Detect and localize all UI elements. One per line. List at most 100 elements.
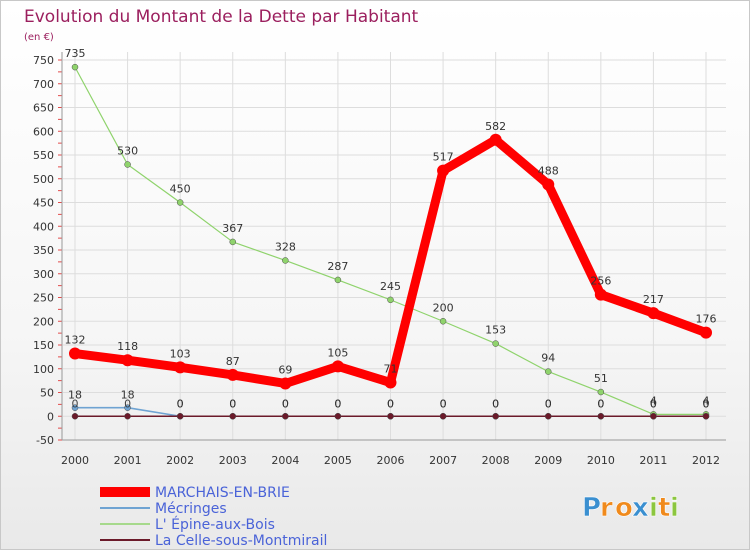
data-label: 132 xyxy=(65,334,86,347)
logo-letter: i xyxy=(670,493,679,523)
y-tick-label: 150 xyxy=(33,339,54,352)
data-point xyxy=(122,354,134,366)
data-point xyxy=(545,413,551,419)
data-label: 87 xyxy=(226,355,240,368)
x-tick-label: 2005 xyxy=(324,454,352,467)
data-point xyxy=(437,165,449,177)
axes: -500501001502002503003504004505005506006… xyxy=(33,52,726,467)
data-point xyxy=(493,413,499,419)
unit-label: (en €) xyxy=(24,32,54,43)
data-label: 0 xyxy=(650,397,657,410)
data-point xyxy=(332,360,344,372)
data-label: 0 xyxy=(440,397,447,410)
data-point xyxy=(545,369,551,375)
data-label: 0 xyxy=(282,397,289,410)
data-point xyxy=(598,413,604,419)
y-tick-label: 0 xyxy=(47,410,54,423)
data-label: 103 xyxy=(170,347,191,360)
data-label: 488 xyxy=(538,164,559,177)
data-label: 0 xyxy=(545,397,552,410)
x-tick-label: 2012 xyxy=(692,454,720,467)
data-label: 517 xyxy=(433,151,454,164)
data-label: 530 xyxy=(117,145,138,158)
y-tick-label: 450 xyxy=(33,197,54,210)
legend-label: L' Épine-aux-Bois xyxy=(155,516,275,533)
data-label: 287 xyxy=(327,260,348,273)
data-label: 0 xyxy=(177,397,184,410)
y-tick-label: 100 xyxy=(33,363,54,376)
x-tick-label: 2000 xyxy=(61,454,89,467)
data-label: 200 xyxy=(433,301,454,314)
data-point xyxy=(125,413,131,419)
x-tick-label: 2003 xyxy=(219,454,247,467)
data-point xyxy=(177,413,183,419)
data-label: 0 xyxy=(387,397,394,410)
data-label: 0 xyxy=(597,397,604,410)
data-label: 0 xyxy=(124,397,131,410)
data-point xyxy=(72,64,78,70)
data-label: 0 xyxy=(229,397,236,410)
legend-label: La Celle-sous-Montmirail xyxy=(155,533,327,549)
data-label: 256 xyxy=(590,275,611,288)
y-tick-label: 500 xyxy=(33,173,54,186)
data-label: 94 xyxy=(541,352,555,365)
data-label: 328 xyxy=(275,240,296,253)
chart-svg: Evolution du Montant de la Dette par Hab… xyxy=(0,0,750,550)
data-label: 245 xyxy=(380,280,401,293)
y-tick-label: 400 xyxy=(33,220,54,233)
y-tick-label: 200 xyxy=(33,315,54,328)
x-tick-label: 2011 xyxy=(639,454,667,467)
data-label: 0 xyxy=(492,397,499,410)
data-point xyxy=(703,413,709,419)
y-tick-label: 750 xyxy=(33,54,54,67)
x-tick-label: 2006 xyxy=(377,454,405,467)
x-tick-label: 2010 xyxy=(587,454,615,467)
legend-label: MARCHAIS-EN-BRIE xyxy=(155,485,290,501)
x-tick-label: 2008 xyxy=(482,454,510,467)
legend-label: Mécringes xyxy=(155,501,227,517)
logo-letter: x xyxy=(632,493,649,523)
data-label: 0 xyxy=(703,397,710,410)
data-point xyxy=(279,377,291,389)
data-point xyxy=(440,318,446,324)
data-label: 176 xyxy=(696,313,717,326)
data-point xyxy=(72,413,78,419)
data-label: 0 xyxy=(72,397,79,410)
y-tick-label: 250 xyxy=(33,292,54,305)
data-point xyxy=(177,200,183,206)
data-label: 582 xyxy=(485,120,506,133)
data-point xyxy=(230,413,236,419)
data-point xyxy=(282,413,288,419)
data-point xyxy=(598,389,604,395)
x-tick-label: 2002 xyxy=(166,454,194,467)
data-label: 367 xyxy=(222,222,243,235)
logo-letter: t xyxy=(658,493,670,523)
logo-letter: P xyxy=(582,493,601,523)
data-point xyxy=(440,413,446,419)
data-label: 71 xyxy=(384,363,398,376)
data-point xyxy=(490,134,502,146)
y-tick-label: 300 xyxy=(33,268,54,281)
data-label: 105 xyxy=(327,346,348,359)
chart-title: Evolution du Montant de la Dette par Hab… xyxy=(24,7,419,27)
x-tick-label: 2001 xyxy=(114,454,142,467)
y-tick-label: 50 xyxy=(40,387,54,400)
data-point xyxy=(125,162,131,168)
data-point xyxy=(542,178,554,190)
data-label: 118 xyxy=(117,340,138,353)
y-tick-label: 600 xyxy=(33,125,54,138)
data-point xyxy=(700,327,712,339)
y-tick-label: 650 xyxy=(33,102,54,115)
x-tick-label: 2004 xyxy=(271,454,299,467)
data-label: 51 xyxy=(594,372,608,385)
y-tick-label: 350 xyxy=(33,244,54,257)
logo-letter: i xyxy=(649,493,658,523)
data-point xyxy=(650,413,656,419)
y-tick-label: -50 xyxy=(36,434,54,447)
y-tick-label: 700 xyxy=(33,78,54,91)
data-point xyxy=(385,377,397,389)
data-point xyxy=(335,413,341,419)
data-point xyxy=(69,348,81,360)
data-point xyxy=(227,369,239,381)
data-label: 0 xyxy=(334,397,341,410)
